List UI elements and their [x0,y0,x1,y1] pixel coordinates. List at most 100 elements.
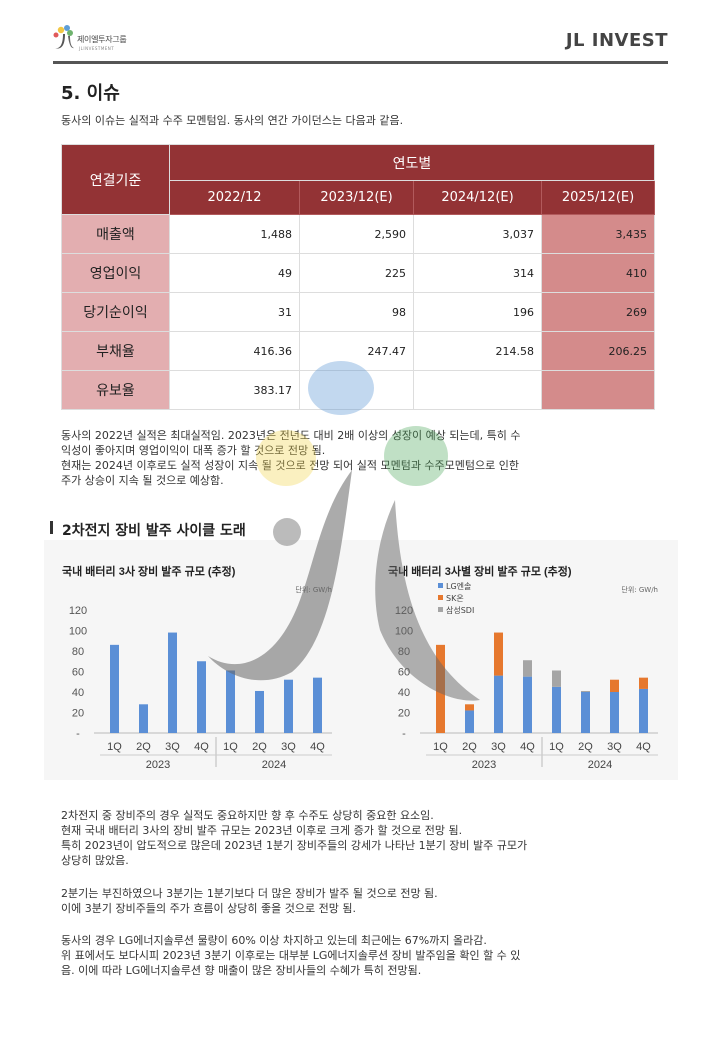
table-row: 당기순이익 31 98 196 269 [61,292,655,332]
legend-label: SK온 [446,594,464,603]
x-tick-label: 1Q [549,741,564,753]
y-tick-label: 40 [398,687,410,699]
paragraph-lg: 동사의 경우 LG에너지솔루션 물량이 60% 이상 차지하고 있는데 최근에는… [61,933,520,978]
table-row: 매출액 1,488 2,590 3,037 3,435 [61,214,655,254]
text-line: 동사의 2022년 실적은 최대실적임. 2023년은 전년도 대비 2배 이상… [61,429,521,442]
section-title: 5. 이슈 [61,83,120,104]
table-cell [413,370,542,410]
legend-label: LG엔솔 [446,581,471,591]
subsection-bar [50,521,53,534]
y-tick-label: - [402,728,406,740]
table-row: 부채율 416.36 247.47 214.58 206.25 [61,331,655,371]
bar [139,704,148,733]
table-cell: 247.47 [299,331,414,371]
x-tick-label: 1Q [433,741,448,753]
table-cell: 314 [413,253,542,293]
table-cell: 3,435 [541,214,655,254]
row-label: 영업이익 [61,253,170,293]
order-charts: 국내 배터리 3사 장비 발주 규모 (추정) 단위: GW/h 120 100 80 6… [62,564,658,771]
table-cell [541,370,655,410]
year-header: 2022/12 [169,180,300,215]
legend-swatch [438,583,443,588]
text-line: 현재는 2024년 이후로도 실적 성장이 지속 될 것으로 전망 되어 실적 … [61,459,520,472]
header-divider [53,61,668,64]
bar-segment [465,710,474,733]
group-label: 2023 [472,759,496,771]
y-tick-label: 60 [72,667,84,679]
x-tick-label: 3Q [607,741,622,753]
logo-mark-icon [53,25,74,49]
section-intro: 동사의 이슈는 실적과 수주 모멘텀임. 동사의 연간 가이던스는 다음과 같음… [61,114,404,127]
bar-segment [523,660,532,677]
bar-segment [494,675,503,733]
table-cell: 3,037 [413,214,542,254]
row-label: 당기순이익 [61,292,170,332]
guidance-table: 연결기준 연도별 2022/12 2023/12(E) 2024/12(E) 2… [61,144,655,410]
table-corner-header: 연결기준 [61,144,170,215]
brand-name: JL INVEST [565,30,668,51]
text-line: 동사의 경우 LG에너지솔루션 물량이 60% 이상 차지하고 있는데 최근에는… [61,934,487,947]
table-header-row: 연결기준 연도별 [61,144,655,215]
bar-segment [639,688,648,733]
bar-segment [436,644,445,733]
x-tick-label: 2Q [578,741,593,753]
table-years-row: 2022/12 2023/12(E) 2024/12(E) 2025/12(E) [62,180,655,215]
text-line: 현재 국내 배터리 3사의 장비 발주 규모는 2023년 이후로 크게 증가 … [61,824,463,837]
logo-text: 제이엘투자그룹 [77,35,127,44]
paragraph-quarterly: 2분기는 부진하였으나 3분기는 1분기보다 더 많은 장비가 발주 될 것으로… [61,886,438,916]
y-tick-label: 80 [72,646,84,658]
table-row: 유보율 383.17 [61,370,655,410]
y-tick-label: 20 [72,708,84,720]
table-cell: 98 [299,292,414,332]
text-line: 이에 3분기 장비주들의 주가 흐름이 상당히 좋을 것으로 전망 됨. [61,902,356,915]
page-header: 제이엘투자그룹 JLINVESTMENT JL INVEST [0,0,720,70]
y-tick-label: 100 [69,626,87,638]
text-line: 2차전지 중 장비주의 경우 실적도 중요하지만 향 후 수주도 상당히 중요한… [61,809,434,822]
table-cell: 1,488 [169,214,300,254]
table-cell: 196 [413,292,542,332]
bar-segment [610,692,619,733]
x-tick-label: 4Q [636,741,651,753]
bar [284,679,293,733]
table-cell: 225 [299,253,414,293]
table-cell: 31 [169,292,300,332]
bar-segment [465,704,474,711]
x-tick-label: 2Q [136,741,151,753]
legend-swatch [438,607,443,612]
table-cell: 383.17 [169,370,300,410]
text-line: 위 표에서도 보다시피 2023년 3분기 이후로는 대부분 LG에너지솔루션 … [61,949,521,962]
x-tick-label: 2Q [462,741,477,753]
table-cell: 269 [541,292,655,332]
year-header: 2025/12(E) [541,180,655,215]
company-logo: 제이엘투자그룹 JLINVESTMENT [53,24,163,58]
bar [197,661,206,733]
chart-title: 국내 배터리 3사별 장비 발주 규모 (추정) [388,564,572,578]
x-tick-label: 4Q [520,741,535,753]
y-tick-label: 60 [398,667,410,679]
row-label: 부채율 [61,331,170,371]
text-line: 음. 이에 따라 LG에너지솔루션 향 매출이 많은 장비사들의 수혜가 특히 … [61,964,422,977]
y-tick-label: 100 [395,626,413,638]
group-label: 2023 [146,759,170,771]
y-tick-label: 120 [69,605,87,617]
bar-segment [581,690,590,692]
paragraph-orders: 2차전지 중 장비주의 경우 실적도 중요하지만 향 후 수주도 상당히 중요한… [61,808,527,868]
chart-unit-label: 단위: GW/h [621,585,658,594]
table-cell [299,370,414,410]
x-tick-label: 3Q [491,741,506,753]
paragraph-performance: 동사의 2022년 실적은 최대실적임. 2023년은 전년도 대비 2배 이상… [61,428,521,488]
text-line: 상당히 많았음. [61,854,129,867]
table-cell: 49 [169,253,300,293]
x-tick-label: 4Q [310,741,325,753]
legend-swatch [438,595,443,600]
bar-segment [552,670,561,687]
y-tick-label: 40 [72,687,84,699]
bar-segment [610,679,619,692]
y-tick-label: - [76,728,80,740]
y-tick-label: 20 [398,708,410,720]
x-tick-label: 4Q [194,741,209,753]
y-tick-label: 80 [398,646,410,658]
y-tick-label: 120 [395,605,413,617]
text-line: 익성이 좋아지며 영업이익이 대폭 증가 할 것으로 전망 됨. [61,444,326,457]
bar [255,690,264,733]
